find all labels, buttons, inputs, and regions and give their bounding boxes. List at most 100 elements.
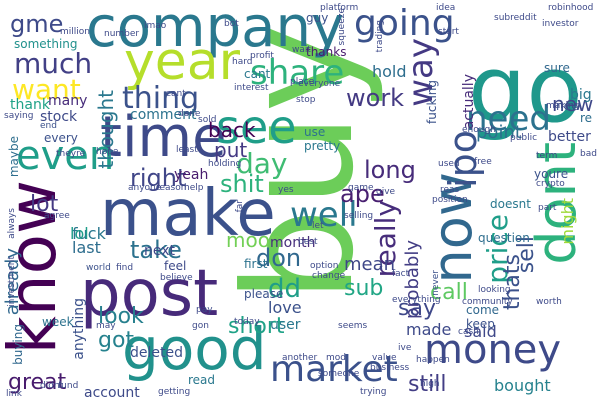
- word: buying: [11, 324, 25, 365]
- word: month: [270, 235, 316, 251]
- word: give: [376, 187, 396, 197]
- word: anyone: [128, 183, 162, 193]
- word: love: [268, 298, 302, 317]
- word: everything: [392, 295, 441, 305]
- word: re: [580, 111, 593, 125]
- word: business: [370, 363, 410, 373]
- word: deleted: [130, 345, 183, 361]
- word: much: [14, 47, 93, 80]
- word: bought: [494, 376, 551, 395]
- word: made: [406, 320, 452, 339]
- word: trying: [360, 387, 387, 397]
- word: everyone: [298, 79, 341, 89]
- word: right: [130, 164, 187, 192]
- word: sure: [544, 61, 570, 75]
- word: believe: [160, 273, 193, 283]
- word: going: [354, 3, 455, 44]
- word: stock: [40, 109, 78, 125]
- word: option: [310, 261, 339, 271]
- word: investment: [7, 256, 17, 307]
- word: cant: [244, 67, 271, 81]
- word: always: [7, 208, 17, 239]
- word: today: [234, 317, 260, 327]
- word: week: [42, 315, 74, 329]
- word: every: [44, 131, 78, 145]
- word: youre: [534, 167, 569, 181]
- word: robinhood: [548, 3, 594, 13]
- word: cash: [458, 327, 479, 337]
- word: end: [40, 121, 57, 131]
- word: link: [6, 389, 22, 399]
- word: cant: [166, 89, 186, 99]
- word: anything: [71, 298, 87, 360]
- word: time: [100, 105, 227, 170]
- word: said: [464, 322, 497, 341]
- word: lot: [30, 192, 59, 217]
- word: gme: [10, 10, 64, 38]
- word: mean: [344, 254, 396, 275]
- word: bad: [580, 149, 597, 159]
- word: start: [438, 27, 459, 37]
- word: yes: [278, 185, 294, 195]
- word: put: [214, 138, 248, 162]
- word: come: [466, 303, 500, 317]
- word: million: [60, 27, 90, 37]
- word: well: [290, 195, 358, 235]
- word: please: [244, 287, 284, 301]
- word: last: [72, 238, 101, 257]
- word: ape: [340, 180, 385, 208]
- word: even: [16, 133, 115, 179]
- word: free: [474, 157, 492, 167]
- word: good: [122, 315, 267, 383]
- word: worth: [536, 297, 562, 307]
- word: holding: [208, 159, 242, 169]
- word: account: [84, 385, 140, 400]
- word: bot: [224, 19, 239, 29]
- word: use: [304, 125, 326, 139]
- word: high: [420, 379, 440, 389]
- word: happen: [416, 355, 450, 365]
- word: profit: [250, 51, 274, 61]
- word: great: [8, 370, 67, 395]
- word: shit: [220, 170, 264, 198]
- word: getting: [158, 387, 191, 397]
- word: need: [466, 99, 551, 139]
- word: hard: [232, 57, 253, 67]
- word: gon: [192, 321, 209, 331]
- word: go: [468, 36, 583, 143]
- word: change: [312, 271, 346, 281]
- word: number: [104, 29, 140, 39]
- word: look: [98, 304, 144, 329]
- word: something: [14, 37, 78, 51]
- word: done: [178, 109, 201, 119]
- word: dd: [268, 274, 302, 304]
- word: take: [130, 236, 182, 264]
- word: platform: [320, 3, 359, 13]
- word: guy: [306, 11, 329, 25]
- word: another: [282, 353, 318, 363]
- word: selling: [344, 211, 374, 221]
- word: yeah: [174, 167, 209, 183]
- word: far: [235, 200, 245, 213]
- word: seems: [338, 321, 368, 331]
- word: theyre: [56, 149, 86, 159]
- word: game: [348, 183, 374, 193]
- word: thank: [10, 97, 50, 113]
- word: work: [346, 84, 405, 112]
- word: didnt: [40, 381, 64, 391]
- word: thanks: [306, 45, 347, 59]
- word: saying: [4, 111, 34, 121]
- word: term: [536, 151, 558, 161]
- word: call: [430, 280, 468, 305]
- word: back: [208, 118, 256, 142]
- word: market: [270, 349, 398, 390]
- word: may: [96, 321, 116, 331]
- word: first: [244, 257, 268, 271]
- word: squeeze: [337, 8, 347, 46]
- word: agree: [44, 211, 70, 221]
- word: investor: [542, 19, 579, 29]
- word: fucking: [425, 80, 439, 124]
- word: sold: [198, 115, 217, 125]
- word: hold: [372, 62, 407, 81]
